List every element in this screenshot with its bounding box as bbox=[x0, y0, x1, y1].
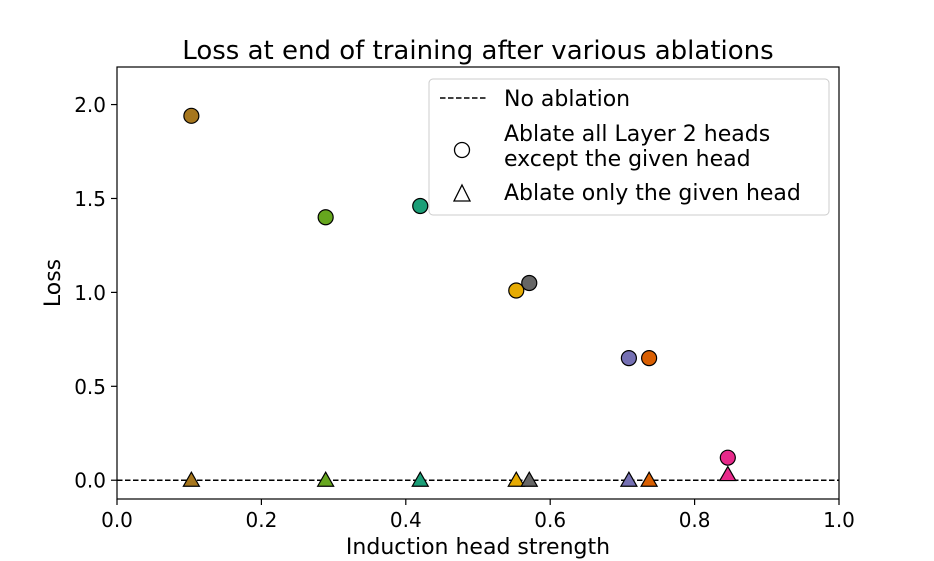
legend-triangle-icon bbox=[452, 183, 472, 202]
y-tick-label: 0.0 bbox=[74, 469, 106, 493]
triangle-marker bbox=[507, 471, 526, 487]
x-axis: 0.0 0.2 0.4 0.6 0.8 1.0 bbox=[101, 499, 855, 532]
circle-marker bbox=[620, 350, 637, 367]
y-tick-label: 2.0 bbox=[74, 93, 106, 117]
triangle-marker bbox=[182, 471, 201, 487]
chart-title: Loss at end of training after various ab… bbox=[182, 36, 773, 66]
triangle-marker bbox=[619, 471, 638, 487]
y-tick-label: 1.0 bbox=[74, 281, 106, 305]
y-axis-label: Loss bbox=[41, 259, 66, 307]
circle-marker bbox=[183, 107, 200, 124]
y-tick-label: 1.5 bbox=[74, 187, 106, 211]
triangle-marker bbox=[520, 471, 539, 487]
legend-circle-icon bbox=[453, 141, 471, 159]
x-tick-label: 1.0 bbox=[823, 508, 855, 532]
circle-marker bbox=[508, 282, 525, 299]
x-tick-label: 0.6 bbox=[534, 508, 566, 532]
triangle-marker bbox=[411, 471, 430, 487]
x-tick-label: 0.0 bbox=[101, 508, 133, 532]
data-markers bbox=[182, 107, 737, 487]
x-tick-label: 0.4 bbox=[390, 508, 422, 532]
legend-label-triangle: Ablate only the given head bbox=[504, 181, 801, 206]
legend: No ablation Ablate all Layer 2 heads exc… bbox=[428, 78, 830, 216]
x-tick-label: 0.2 bbox=[245, 508, 277, 532]
legend-label-circle-line1: Ablate all Layer 2 heads bbox=[504, 122, 770, 147]
x-tick-label: 0.8 bbox=[679, 508, 711, 532]
circle-marker bbox=[719, 449, 736, 466]
plot-frame bbox=[116, 66, 840, 500]
triangle-marker bbox=[640, 471, 659, 487]
legend-label-no-ablation: No ablation bbox=[504, 87, 630, 112]
y-axis: 0.0 0.5 1.0 1.5 2.0 bbox=[74, 93, 117, 493]
triangle-marker bbox=[316, 471, 335, 487]
circle-marker bbox=[412, 197, 429, 215]
y-tick-label: 0.5 bbox=[74, 375, 106, 399]
legend-frame bbox=[428, 78, 830, 216]
x-axis-label: Induction head strength bbox=[346, 535, 610, 560]
triangle-marker bbox=[718, 465, 737, 482]
circle-marker bbox=[641, 350, 658, 367]
circle-marker bbox=[521, 274, 538, 292]
legend-label-circle-line2: except the given head bbox=[504, 147, 751, 172]
circle-marker bbox=[317, 209, 334, 226]
